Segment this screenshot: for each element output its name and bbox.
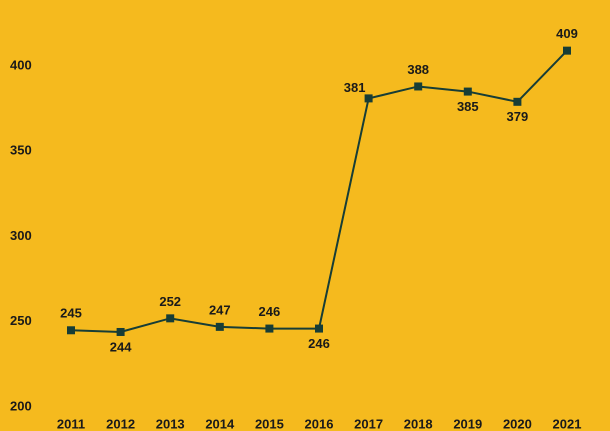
data-label: 385 (457, 99, 479, 114)
data-label: 244 (110, 339, 132, 354)
data-label: 381 (344, 80, 366, 95)
x-tick-label: 2017 (354, 416, 383, 431)
marker (463, 87, 472, 96)
x-tick-label: 2013 (156, 416, 185, 431)
x-tick-label: 2014 (205, 416, 235, 431)
marker (215, 322, 224, 331)
marker (315, 324, 323, 333)
data-label: 245 (60, 306, 82, 321)
x-tick-label: 2015 (255, 416, 284, 431)
x-tick-label: 2012 (106, 416, 135, 431)
marker (116, 327, 125, 336)
x-tick-label: 2021 (553, 416, 582, 431)
y-tick-label: 200 (10, 398, 32, 413)
data-label: 247 (209, 302, 231, 317)
data-label: 246 (308, 336, 330, 351)
y-tick-label: 250 (10, 313, 32, 328)
data-label: 388 (407, 62, 429, 77)
x-tick-label: 2019 (453, 416, 482, 431)
x-tick-label: 2018 (404, 416, 433, 431)
data-label: 379 (507, 109, 529, 124)
data-label: 246 (259, 304, 281, 319)
marker (265, 324, 274, 333)
y-tick-label: 400 (10, 57, 32, 72)
x-tick-label: 2020 (503, 416, 532, 431)
x-tick-label: 2016 (305, 416, 334, 431)
marker (414, 82, 423, 91)
data-label: 252 (159, 294, 181, 309)
y-tick-label: 350 (10, 143, 32, 158)
marker (563, 46, 571, 55)
marker (166, 314, 175, 323)
data-label: 409 (556, 26, 578, 41)
y-tick-label: 300 (10, 228, 32, 243)
marker (67, 326, 75, 335)
marker (364, 94, 373, 103)
x-tick-label: 2011 (57, 416, 85, 431)
marker (513, 97, 522, 106)
